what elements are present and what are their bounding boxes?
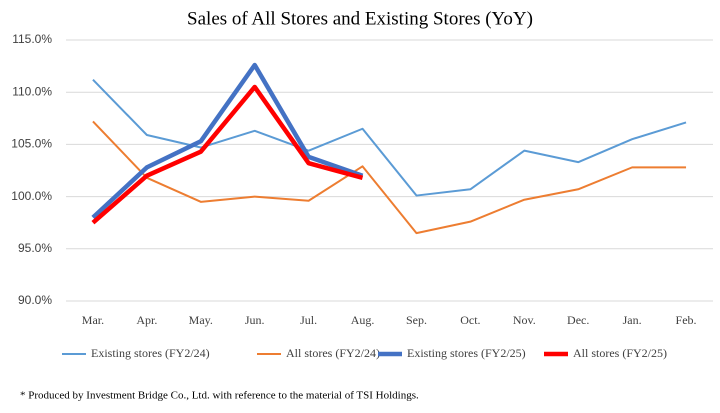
y-tick-label: 105.0% xyxy=(11,137,52,151)
x-tick-label: Jun. xyxy=(245,313,265,327)
x-tick-label: Jul. xyxy=(300,313,317,327)
legend-label: All stores (FY2/25) xyxy=(573,346,667,360)
y-tick-label: 100.0% xyxy=(11,189,52,203)
x-tick-label: Nov. xyxy=(513,313,536,327)
legend-label: Existing stores (FY2/25) xyxy=(407,346,526,360)
x-tick-label: Aug. xyxy=(351,313,375,327)
y-tick-label: 115.0% xyxy=(12,32,52,46)
line-series xyxy=(91,84,364,225)
line-series xyxy=(92,120,687,235)
footnote: * Produced by Investment Bridge Co., Ltd… xyxy=(20,390,419,402)
legend-label: Existing stores (FY2/24) xyxy=(91,346,210,360)
y-tick-label: 90.0% xyxy=(18,293,52,307)
x-tick-label: Apr. xyxy=(136,313,157,327)
line-series xyxy=(92,78,687,197)
line-series xyxy=(91,62,364,220)
y-tick-label: 110.0% xyxy=(12,84,52,98)
x-tick-label: Feb. xyxy=(676,313,697,327)
x-tick-label: Dec. xyxy=(567,313,589,327)
chart-title: Sales of All Stores and Existing Stores … xyxy=(187,8,533,29)
x-tick-label: Jan. xyxy=(623,313,642,327)
x-tick-label: May. xyxy=(189,313,213,327)
x-tick-label: Sep. xyxy=(406,313,427,327)
x-tick-label: Mar. xyxy=(82,313,104,327)
x-tick-label: Oct. xyxy=(460,313,480,327)
legend-label: All stores (FY2/24) xyxy=(286,346,380,360)
y-tick-label: 95.0% xyxy=(18,241,52,255)
